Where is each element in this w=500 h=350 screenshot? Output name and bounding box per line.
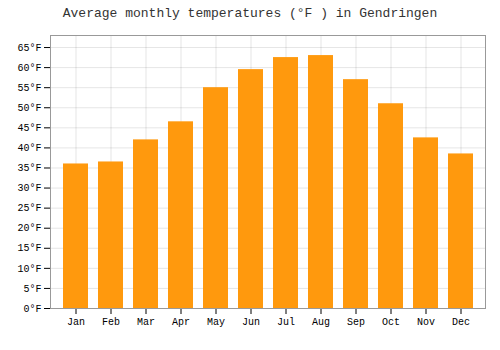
svg-text:60°F: 60°F (17, 63, 41, 74)
svg-text:20°F: 20°F (17, 223, 41, 234)
svg-text:65°F: 65°F (17, 43, 41, 54)
svg-text:15°F: 15°F (17, 243, 41, 254)
svg-text:May: May (207, 317, 225, 328)
svg-text:25°F: 25°F (17, 203, 41, 214)
svg-text:30°F: 30°F (17, 183, 41, 194)
svg-text:Jul: Jul (277, 317, 295, 328)
svg-text:Apr: Apr (172, 317, 190, 328)
svg-text:Oct: Oct (382, 317, 400, 328)
svg-text:55°F: 55°F (17, 83, 41, 94)
svg-text:0°F: 0°F (23, 304, 41, 315)
svg-text:45°F: 45°F (17, 123, 41, 134)
svg-text:10°F: 10°F (17, 264, 41, 275)
svg-text:50°F: 50°F (17, 103, 41, 114)
svg-text:5°F: 5°F (23, 284, 41, 295)
svg-text:Feb: Feb (102, 317, 120, 328)
svg-text:Dec: Dec (452, 317, 470, 328)
svg-text:35°F: 35°F (17, 163, 41, 174)
svg-text:Aug: Aug (312, 317, 330, 328)
svg-text:Jun: Jun (242, 317, 260, 328)
svg-text:Mar: Mar (137, 317, 155, 328)
svg-text:Jan: Jan (67, 317, 85, 328)
svg-text:40°F: 40°F (17, 143, 41, 154)
html-text:Average monthly temperatures (: Average monthly temperatures (°F ) in Ge… (62, 6, 438, 21)
svg-text:Sep: Sep (347, 317, 365, 328)
svg-text:Nov: Nov (417, 317, 435, 328)
